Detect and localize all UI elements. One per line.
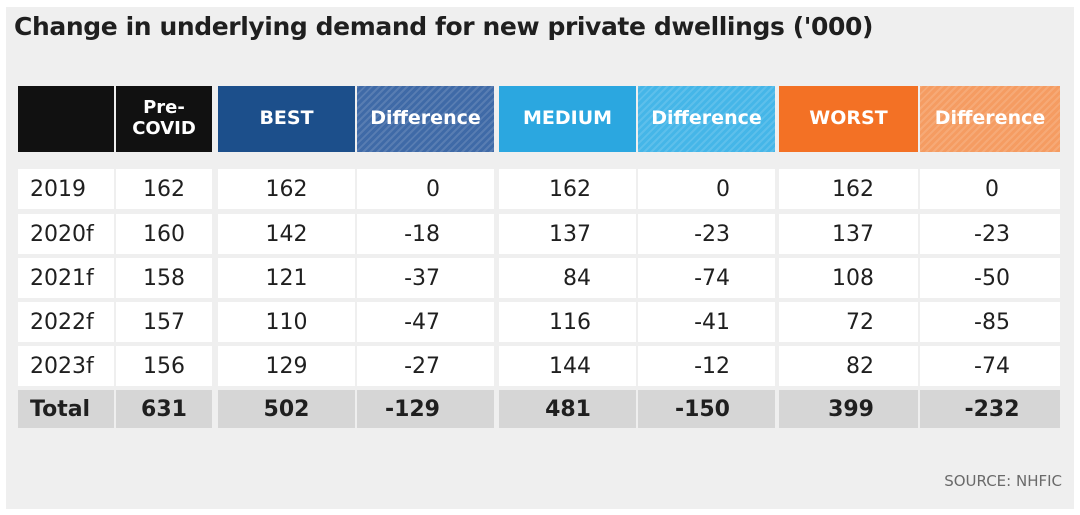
table-row-4-cell-pre-covid: 156 bbox=[116, 346, 212, 386]
table-row-2-cell-best: 121 bbox=[218, 258, 355, 298]
source-note: SOURCE: NHFIC bbox=[944, 472, 1062, 490]
header-best-difference: Difference bbox=[357, 86, 494, 152]
table-row-3-cell-best: 110 bbox=[218, 302, 355, 342]
table-row-0-cell-worst: 162 bbox=[779, 169, 918, 209]
table-row-3-cell-best-difference: -47 bbox=[357, 302, 494, 342]
table-row-0-cell-best-difference: 0 bbox=[357, 169, 494, 209]
table-row-1-cell-worst: 137 bbox=[779, 214, 918, 254]
table-row-0-cell-medium: 162 bbox=[499, 169, 636, 209]
table-row-4-cell-medium: 144 bbox=[499, 346, 636, 386]
table-row-1-cell-medium: 137 bbox=[499, 214, 636, 254]
table-row-1-cell-medium-difference: -23 bbox=[638, 214, 775, 254]
table-row-3-cell-worst: 72 bbox=[779, 302, 918, 342]
total-row-cell-worst-difference: -232 bbox=[920, 390, 1060, 428]
table-row-2-cell-pre-covid: 158 bbox=[116, 258, 212, 298]
total-row-cell-best-difference: -129 bbox=[357, 390, 494, 428]
table-row-4-cell-worst-difference: -74 bbox=[920, 346, 1060, 386]
table-row-2-cell-medium-difference: -74 bbox=[638, 258, 775, 298]
table-row-4-cell-label: 2023f bbox=[18, 346, 114, 386]
table-row-2-cell-worst-difference: -50 bbox=[920, 258, 1060, 298]
chart-title: Change in underlying demand for new priv… bbox=[14, 12, 874, 41]
total-row-cell-medium: 481 bbox=[499, 390, 636, 428]
header-worst: WORST bbox=[779, 86, 918, 152]
table-row-2-cell-worst: 108 bbox=[779, 258, 918, 298]
table-row-0-cell-pre-covid: 162 bbox=[116, 169, 212, 209]
table-row-3-cell-worst-difference: -85 bbox=[920, 302, 1060, 342]
table-row-3-cell-medium-difference: -41 bbox=[638, 302, 775, 342]
table-row-4-cell-medium-difference: -12 bbox=[638, 346, 775, 386]
total-row-cell-medium-difference: -150 bbox=[638, 390, 775, 428]
header-pre-covid: Pre- COVID bbox=[116, 86, 212, 152]
table-row-1-cell-pre-covid: 160 bbox=[116, 214, 212, 254]
table-row-0-cell-best: 162 bbox=[218, 169, 355, 209]
table-row-2-cell-label: 2021f bbox=[18, 258, 114, 298]
table-row-2-cell-medium: 84 bbox=[499, 258, 636, 298]
total-row-cell-best: 502 bbox=[218, 390, 355, 428]
header-corner bbox=[18, 86, 114, 152]
header-best: BEST bbox=[218, 86, 355, 152]
table-row-4-cell-best: 129 bbox=[218, 346, 355, 386]
table-row-1-cell-worst-difference: -23 bbox=[920, 214, 1060, 254]
table-row-1-cell-best: 142 bbox=[218, 214, 355, 254]
table-row-0-cell-worst-difference: 0 bbox=[920, 169, 1060, 209]
table-row-3-cell-label: 2022f bbox=[18, 302, 114, 342]
table-row-4-cell-worst: 82 bbox=[779, 346, 918, 386]
table-row-1-cell-best-difference: -18 bbox=[357, 214, 494, 254]
table-row-3-cell-medium: 116 bbox=[499, 302, 636, 342]
header-medium-difference: Difference bbox=[638, 86, 775, 152]
table-row-2-cell-best-difference: -37 bbox=[357, 258, 494, 298]
table-row-1-cell-label: 2020f bbox=[18, 214, 114, 254]
header-medium: MEDIUM bbox=[499, 86, 636, 152]
table-row-0-cell-medium-difference: 0 bbox=[638, 169, 775, 209]
total-row-cell-label: Total bbox=[18, 390, 114, 428]
table-row-3-cell-pre-covid: 157 bbox=[116, 302, 212, 342]
total-row-cell-worst: 399 bbox=[779, 390, 918, 428]
header-worst-difference: Difference bbox=[920, 86, 1060, 152]
total-row-cell-pre-covid: 631 bbox=[116, 390, 212, 428]
table-row-0-cell-label: 2019 bbox=[18, 169, 114, 209]
table-row-4-cell-best-difference: -27 bbox=[357, 346, 494, 386]
